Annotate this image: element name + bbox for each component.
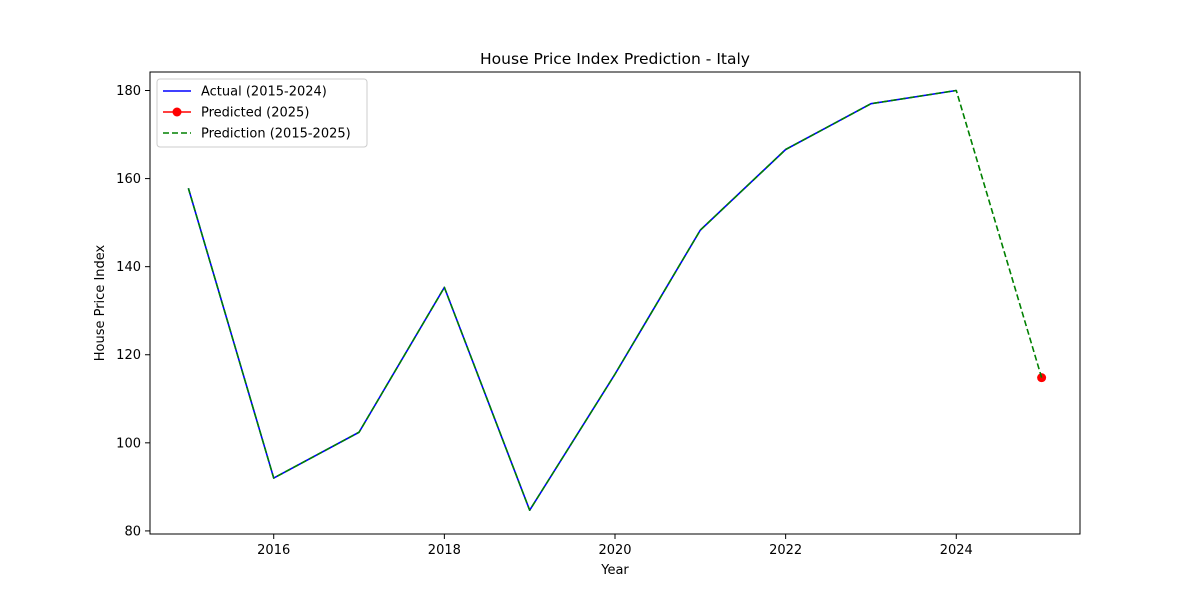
y-tick-label: 140 bbox=[116, 260, 141, 275]
chart-title: House Price Index Prediction - Italy bbox=[480, 50, 750, 68]
series-line bbox=[187, 89, 1043, 512]
y-tick-label: 80 bbox=[124, 524, 141, 539]
legend-item: Prediction (2015-2025) bbox=[163, 127, 351, 142]
y-axis-label: House Price Index bbox=[93, 244, 108, 361]
axes-frame bbox=[149, 71, 1081, 535]
y-tick-label: 120 bbox=[116, 348, 141, 363]
legend-label: Actual (2015-2024) bbox=[201, 85, 327, 100]
legend-items: Actual (2015-2024) Predicted (2025) Predic… bbox=[163, 85, 351, 142]
series-layer bbox=[187, 89, 1047, 512]
y-tick-label: 180 bbox=[116, 84, 141, 99]
y-tick-label: 100 bbox=[116, 436, 141, 451]
x-tick-label: 2022 bbox=[769, 543, 802, 558]
y-tick-label: 160 bbox=[116, 172, 141, 187]
x-axis-ticks: 2016 2018 2020 2022 2024 bbox=[257, 534, 973, 558]
legend-item: Predicted (2025) bbox=[163, 106, 309, 121]
x-tick-label: 2020 bbox=[598, 543, 631, 558]
plot-area bbox=[149, 71, 1081, 535]
legend: Actual (2015-2024) Predicted (2025) Predic… bbox=[156, 78, 368, 148]
y-axis-ticks: 80 100 120 140 160 180 bbox=[116, 84, 150, 539]
x-tick-label: 2018 bbox=[428, 543, 461, 558]
series-2 bbox=[187, 89, 1043, 512]
legend-label: Prediction (2015-2025) bbox=[201, 127, 351, 142]
x-axis-label: Year bbox=[600, 563, 629, 578]
x-tick-label: 2016 bbox=[257, 543, 290, 558]
legend-label: Predicted (2025) bbox=[201, 106, 309, 121]
x-tick-label: 2024 bbox=[940, 543, 973, 558]
legend-item: Actual (2015-2024) bbox=[163, 85, 327, 100]
legend-frame bbox=[156, 78, 368, 148]
legend-marker bbox=[172, 107, 182, 117]
